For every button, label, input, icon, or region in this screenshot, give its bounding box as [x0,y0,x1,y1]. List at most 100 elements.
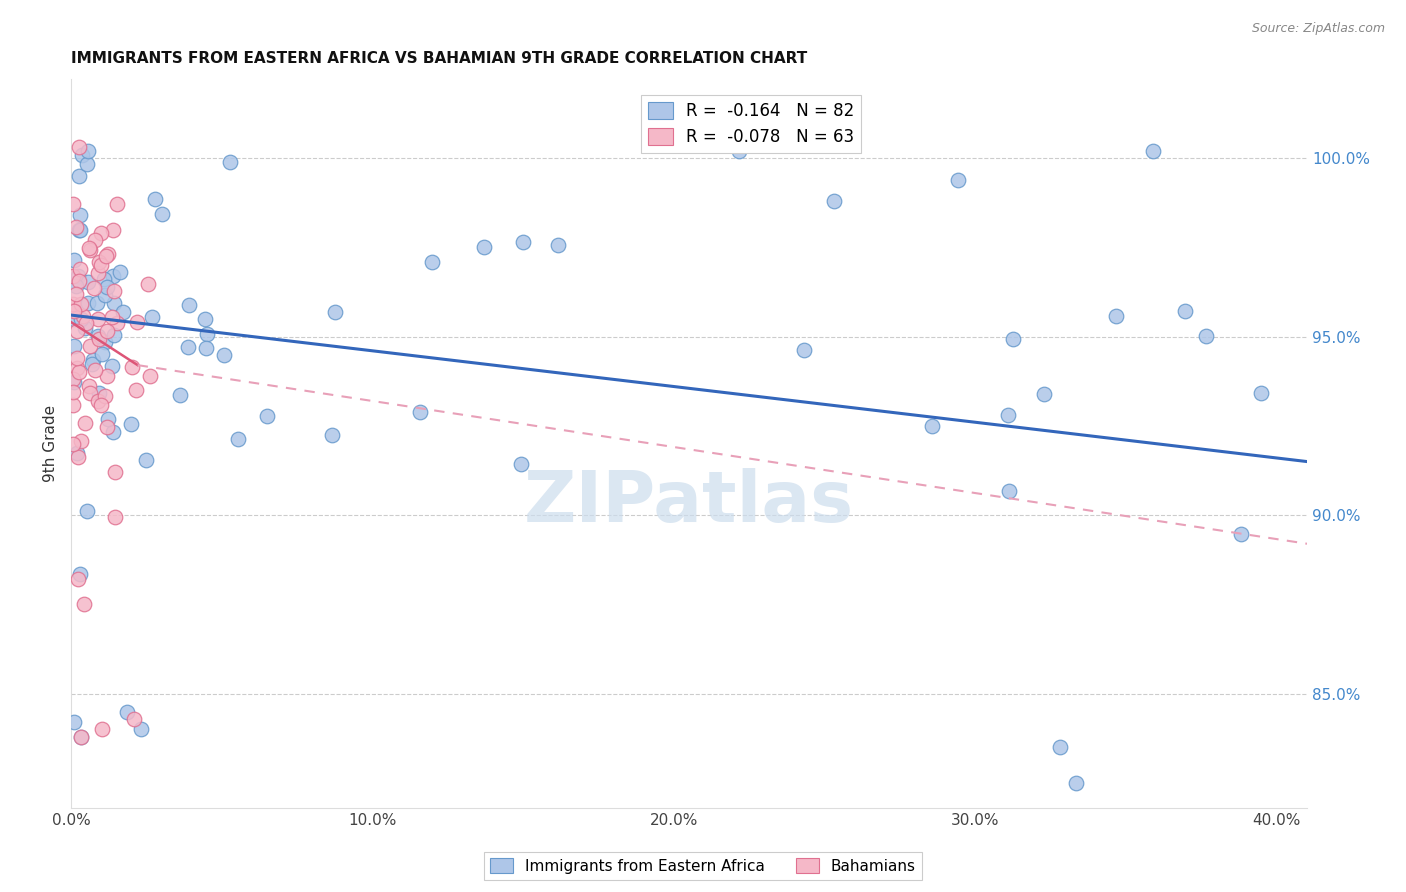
Point [94,249,117,263]
Point [90,258,112,272]
Point [103,284,125,298]
Point [1142,144,1164,158]
Point [226,432,249,446]
Point [70,296,93,310]
Point [472,240,495,254]
Point [83,234,105,248]
Point [1105,310,1128,324]
Point [67,274,90,288]
Point [129,723,152,737]
Point [66,351,89,366]
Point [101,359,124,373]
Y-axis label: 9th Grade: 9th Grade [44,405,58,483]
Point [194,311,217,326]
Point [66,450,89,464]
Point [73,598,96,612]
Point [69,262,91,277]
Point [1033,387,1056,401]
Point [67,169,90,183]
Point [1195,328,1218,343]
Point [96,368,118,383]
Point [62,303,84,318]
Point [1001,332,1024,346]
Point [87,394,110,409]
Point [125,383,148,397]
Point [101,425,124,440]
Point [62,297,84,311]
Text: Source: ZipAtlas.com: Source: ZipAtlas.com [1251,22,1385,36]
Point [76,276,98,290]
Point [96,324,118,338]
Point [87,332,110,346]
Point [91,723,114,737]
Point [86,296,108,310]
Point [135,453,157,467]
Point [256,409,278,423]
Point [136,277,159,292]
Point [67,573,90,587]
Point [63,311,86,326]
Point [86,328,108,343]
Point [112,305,135,319]
Point [1049,740,1071,755]
Point [194,341,217,355]
Point [1064,776,1087,790]
Point [75,316,97,330]
Point [409,405,432,419]
Point [63,339,86,353]
Point [70,730,93,744]
Point [67,223,90,237]
Legend: R =  -0.164   N = 82, R =  -0.078   N = 63: R = -0.164 N = 82, R = -0.078 N = 63 [641,95,860,153]
Point [90,398,112,412]
Point [998,484,1021,499]
Point [65,220,87,235]
Point [77,144,100,158]
Point [67,365,90,379]
Point [104,510,127,524]
Point [93,288,115,302]
Point [80,357,103,371]
Point [73,321,96,335]
Point [67,140,90,154]
Point [105,197,128,211]
Point [103,296,125,310]
Point [65,287,87,301]
Point [547,238,569,252]
Point [91,347,114,361]
Point [420,255,443,269]
Point [79,386,101,401]
Point [63,304,86,318]
Point [96,420,118,434]
Point [87,255,110,269]
Point [87,386,110,401]
Point [93,272,115,286]
Point [97,411,120,425]
Point [66,360,89,375]
Point [105,316,128,330]
Point [96,279,118,293]
Point [69,208,91,222]
Point [1250,386,1272,401]
Point [66,446,89,460]
Point [72,309,94,323]
Point [143,193,166,207]
Point [793,343,815,358]
Point [323,304,346,318]
Point [1174,303,1197,318]
Point [62,372,84,386]
Point [65,278,87,293]
Point [77,241,100,255]
Point [87,311,110,326]
Point [512,235,534,249]
Point [103,327,125,342]
Point [69,434,91,449]
Point [177,298,200,312]
Point [125,315,148,329]
Point [139,369,162,384]
Point [509,457,531,471]
Point [73,416,96,430]
Point [823,194,845,208]
Point [76,504,98,518]
Point [197,326,219,341]
Point [82,353,104,368]
